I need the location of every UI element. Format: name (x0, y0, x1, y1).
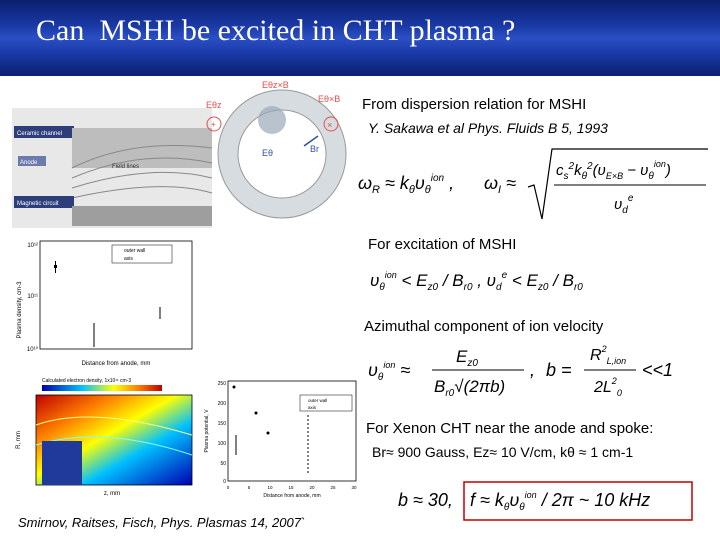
contour-svg: Calculated electron density, 1x10¹¹ cm-3… (16, 378, 193, 497)
eq-frequency: f ≈ kθυθion / 2π ~ 10 kHz (470, 490, 650, 513)
magnetic-label: Magnetic circuit (17, 201, 59, 207)
potential-plot: Plasma potential, V 250 200 150 100 50 0… (200, 375, 360, 500)
ez-label: Eθz (206, 100, 222, 110)
thruster-diagram: Ceramic channel Anode Field lines Magnet… (12, 108, 213, 228)
potential-xtick-4: 20 (309, 485, 315, 490)
azimuthal-heading: Azimuthal component of ion velocity (364, 318, 604, 335)
reference-sakawa: Y. Sakawa et al Phys. Fluids B 5, 1993 (368, 120, 608, 136)
eq-denominator: υde (614, 193, 634, 216)
eq-velocity-num: Ez0 (456, 347, 478, 369)
ezb-label: Eθz×B (262, 80, 289, 90)
eq-omega-r: ωR ≈ kθυθion , (358, 173, 454, 196)
potential-ytick-5: 0 (223, 479, 226, 485)
potential-legend-1: axis (308, 405, 317, 410)
anode-label: Anode (20, 160, 38, 166)
estimate-eq-svg: b ≈ 30, f ≈ kθυθion / 2π ~ 10 kHz (398, 481, 693, 521)
dispersion-heading: From dispersion relation for MSHI (362, 96, 587, 113)
potential-legend-0: outer wall (308, 398, 327, 403)
highlight-box (463, 481, 693, 521)
dispersion-eq-svg: ωR ≈ kθυθion , ωI ≈ cs2kθ2(υE×B − υθion)… (358, 148, 708, 220)
density-plot: Plasma density, cm-3 10¹² 10¹¹ 10¹⁰ oute… (12, 235, 197, 370)
potential-xtick-2: 10 (267, 485, 273, 490)
et-label: Eθ (262, 148, 273, 158)
azimuthal-equation: υθion ≈ Ez0 Br0√(2πb) , b = R2L,ion 2L20… (364, 340, 704, 402)
dispersion-equation: ωR ≈ kθυθion , ωI ≈ cs2kθ2(υE×B − υθion)… (356, 145, 720, 225)
contour-title: Calculated electron density, 1x10¹¹ cm-3 (42, 378, 131, 384)
potential-ytick-3: 100 (218, 441, 227, 447)
potential-xtick-1: 5 (248, 485, 251, 490)
eq-b-rhs: <<1 (642, 360, 673, 380)
circle-diagram: + × Eθz×B Eθz Eθ×B Eθ Br (206, 76, 358, 228)
eq-excitation: υθion < Ez0 / Br0 , υde < Ez0 / Br0 (370, 270, 583, 293)
reference-smirnov: Smirnov, Raitses, Fisch, Phys. Plasmas 1… (18, 515, 306, 530)
potential-ytick-1: 200 (218, 401, 227, 407)
eq-omega-i: ωI ≈ (484, 173, 516, 196)
potential-xtick-0: 0 (227, 485, 230, 490)
potential-ytick-4: 50 (220, 461, 226, 467)
plus-sign: + (211, 120, 216, 129)
potential-xtick-5: 25 (330, 485, 336, 490)
xenon-line1: For Xenon CHT near the anode and spoke: (366, 420, 654, 437)
density-ylabel: Plasma density, cm-3 (17, 281, 23, 339)
anode-label-bg (18, 156, 46, 166)
contour-plot: Calculated electron density, 1x10¹¹ cm-3… (12, 375, 197, 500)
thruster-svg: Ceramic channel Anode Field lines Magnet… (12, 108, 213, 228)
magnetic-label-bg (14, 196, 74, 208)
density-ytick-1: 10¹¹ (27, 294, 38, 300)
density-ytick-2: 10¹⁰ (27, 346, 39, 353)
density-ytick-0: 10¹² (27, 243, 38, 249)
eq-b-lhs: b = (546, 360, 572, 380)
slide-title: Can MSHI be excited in CHT plasma ? (36, 14, 516, 47)
eq-velocity-comma: , (530, 360, 535, 380)
eq-b-den: 2L20 (593, 376, 622, 398)
cross-sign: × (327, 120, 332, 130)
channel-label: Ceramic channel (17, 131, 62, 137)
br-label: Br (310, 144, 319, 154)
etb-label: Eθ×B (318, 94, 340, 104)
azimuthal-eq-svg: υθion ≈ Ez0 Br0√(2πb) , b = R2L,ion 2L20… (368, 344, 673, 399)
eq-numerator: cs2kθ2(υE×B − υθion) (556, 159, 671, 182)
potential-ylabel: Plasma potential, V (204, 409, 210, 453)
xenon-line2: Br≈ 900 Gauss, Ez≈ 10 V/cm, kθ ≈ 1 cm-1 (372, 444, 634, 460)
circle-svg: + × Eθz×B Eθz Eθ×B Eθ Br (206, 80, 347, 219)
title-bar: Can MSHI be excited in CHT plasma ? (0, 0, 720, 76)
contour-ylabel: R, mm (16, 431, 22, 449)
density-svg: Plasma density, cm-3 10¹² 10¹¹ 10¹⁰ oute… (17, 240, 193, 367)
channel-label-bg (14, 126, 74, 138)
potential-xtick-6: 30 (351, 485, 357, 490)
potential-xtick-3: 15 (288, 485, 294, 490)
fieldlines-label: Field lines (112, 164, 139, 170)
eq-b-value: b ≈ 30, (398, 490, 453, 510)
potential-xlabel: Distance from anode, mm (263, 493, 320, 499)
density-legend-1: axis (124, 256, 133, 262)
contour-xlabel: z, mm (104, 491, 120, 497)
eq-b-num: R2L,ion (590, 344, 626, 366)
potential-ytick-2: 150 (218, 421, 227, 427)
potential-ytick-0: 250 (218, 381, 227, 387)
excitation-heading: For excitation of MSHI (368, 236, 517, 253)
estimate-equation: b ≈ 30, f ≈ kθυθion / 2π ~ 10 kHz (396, 478, 696, 524)
potential-svg: Plasma potential, V 250 200 150 100 50 0… (204, 380, 357, 499)
eq-velocity-den: Br0√(2πb) (434, 377, 505, 399)
density-legend-0: outer wall (124, 248, 145, 254)
excitation-equation: υθion < Ez0 / Br0 , υde < Ez0 / Br0 (368, 260, 668, 296)
density-xlabel: Distance from anode, mm (82, 361, 151, 367)
excitation-eq-svg: υθion < Ez0 / Br0 , υde < Ez0 / Br0 (370, 270, 583, 293)
eq-velocity-lhs: υθion ≈ (368, 360, 410, 383)
